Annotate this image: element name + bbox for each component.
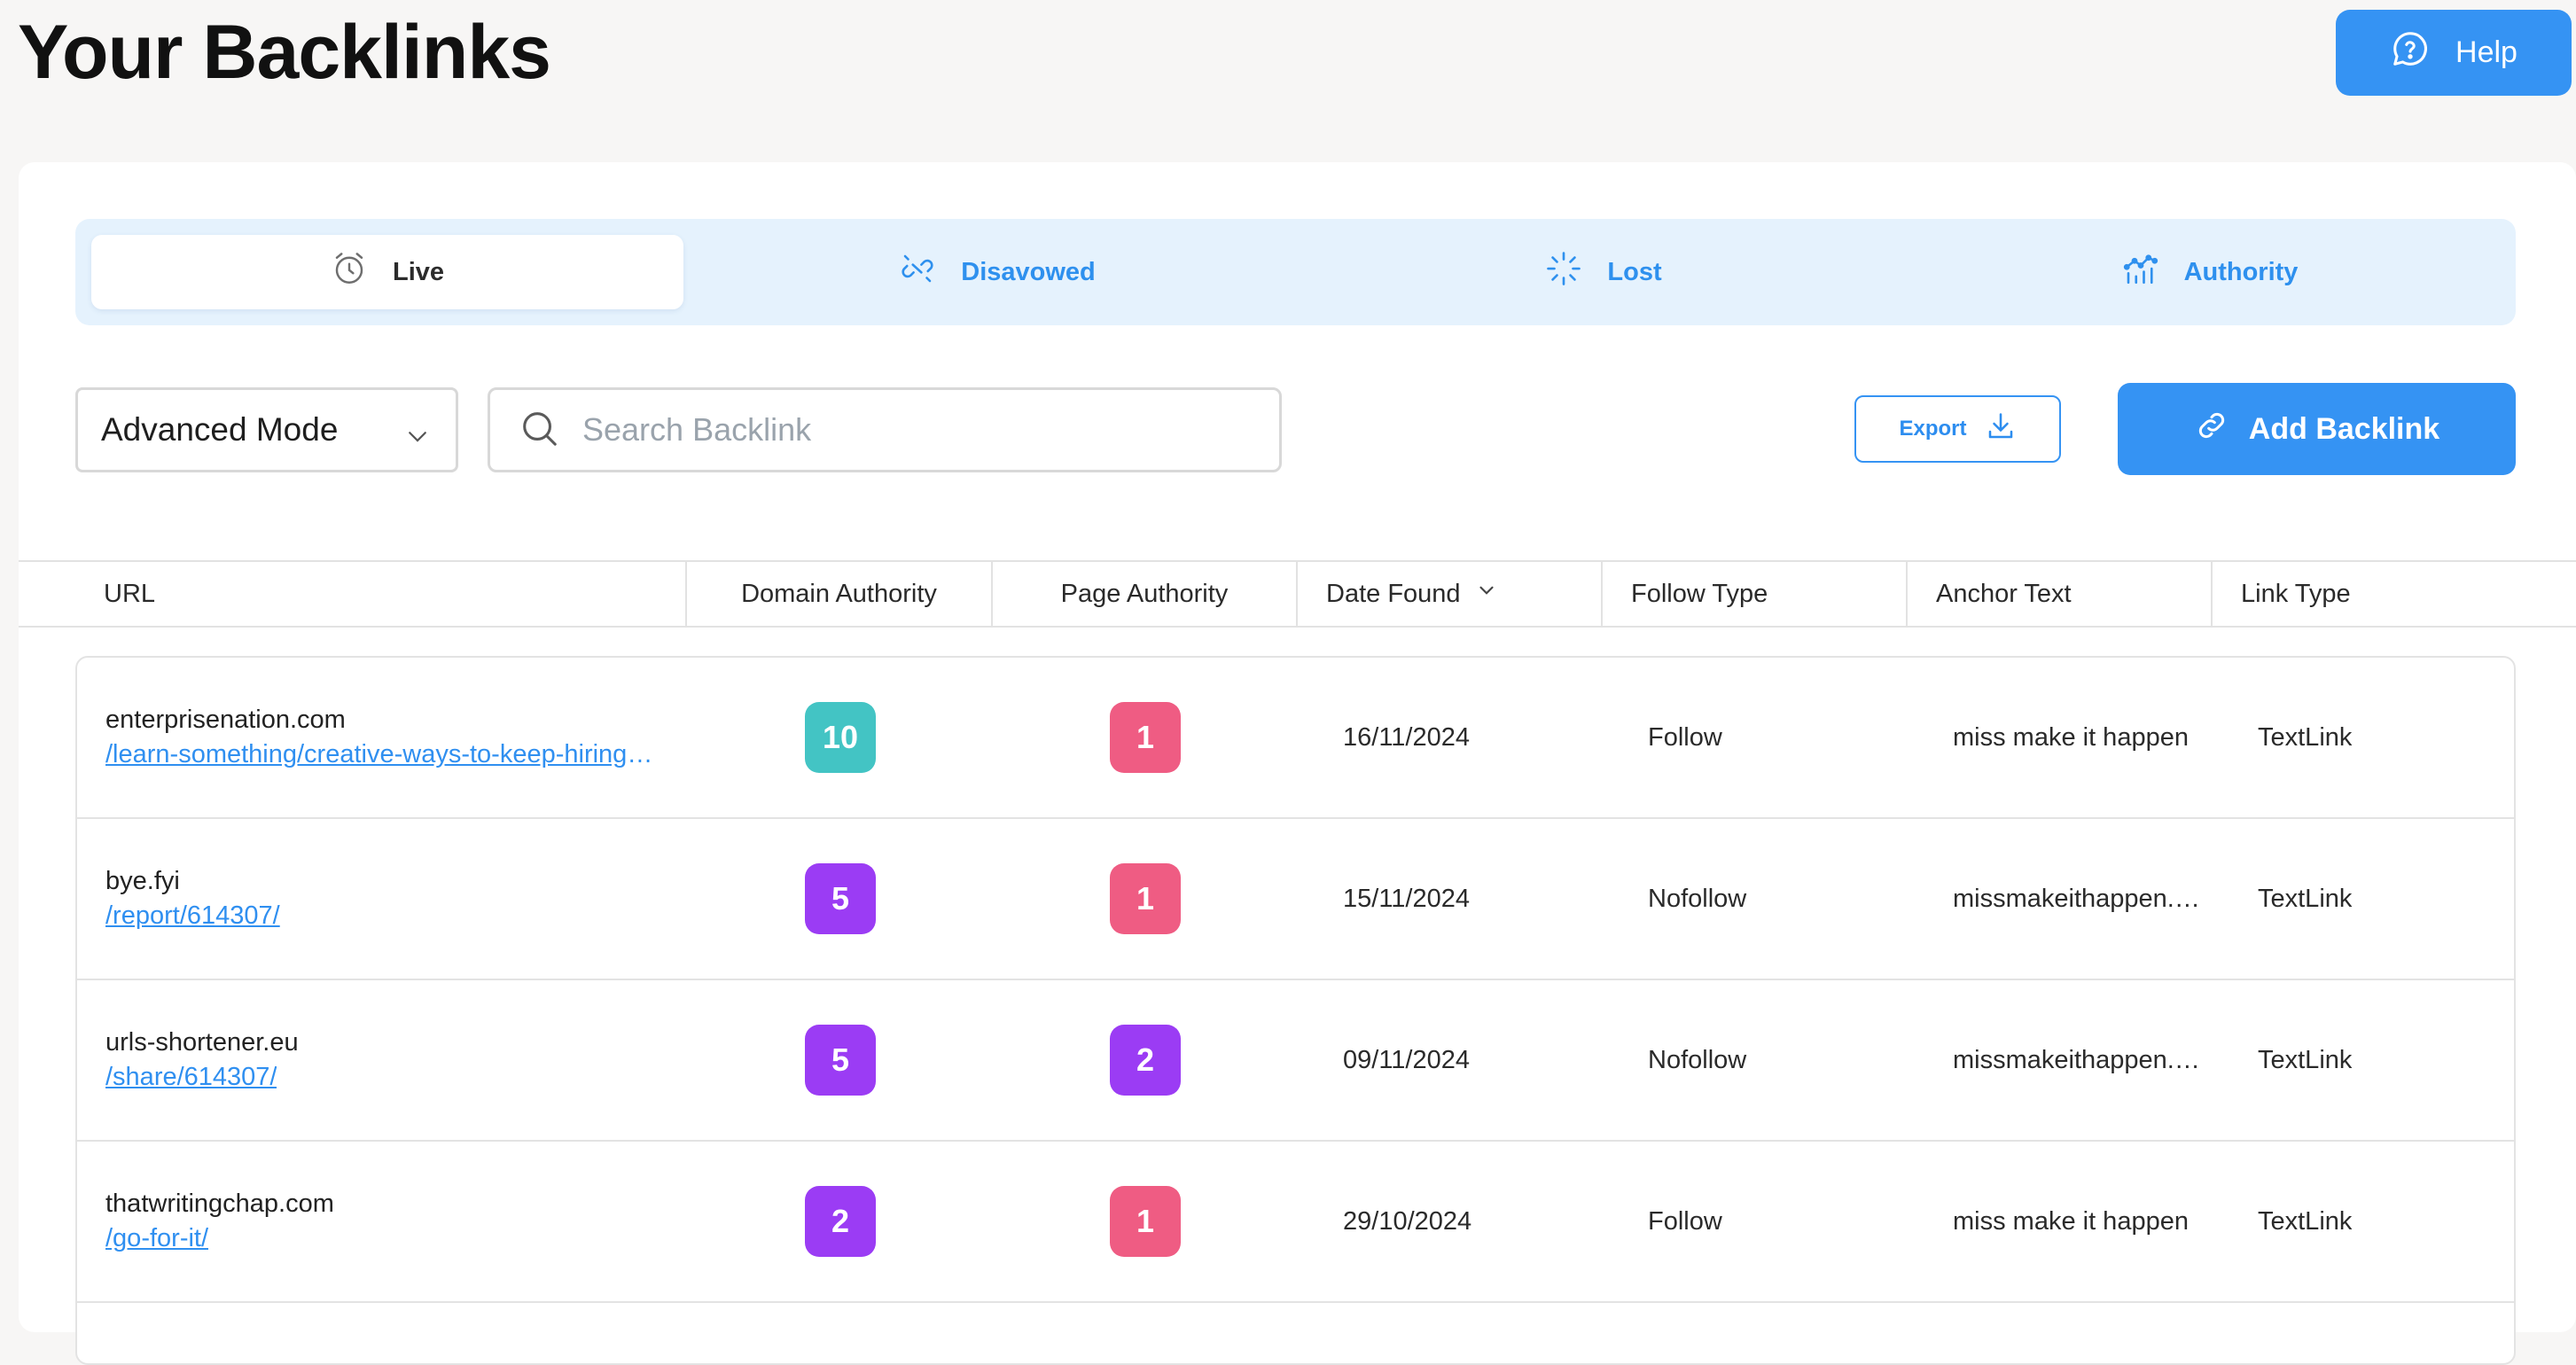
follow-type: Follow — [1648, 1206, 1722, 1236]
row-domain: urls-shortener.eu — [105, 1028, 299, 1057]
page-authority-cell: 1 — [1110, 658, 1181, 817]
column-header-follow-type[interactable]: Follow Type — [1601, 562, 1906, 626]
domain-authority-badge: 2 — [805, 1186, 876, 1257]
domain-authority-cell: 5 — [805, 819, 876, 979]
domain-authority-cell: 10 — [805, 658, 876, 817]
anchor-text-cell: missmakeithappen.com — [1953, 980, 2212, 1140]
date-found: 09/11/2024 — [1343, 1045, 1470, 1074]
anchor-text-cell: miss make it happen — [1953, 1142, 2189, 1301]
page-title: Your Backlinks — [18, 10, 551, 95]
anchor-text: miss make it happen — [1953, 1206, 2189, 1236]
column-header-date-found[interactable]: Date Found — [1296, 562, 1601, 626]
page-authority-cell: 2 — [1110, 980, 1181, 1140]
column-label: URL — [104, 579, 156, 608]
column-label: Page Authority — [1060, 579, 1229, 608]
url-cell: bye.fyi /report/614307/ — [105, 819, 673, 979]
search-input[interactable] — [582, 411, 1256, 448]
date-found: 29/10/2024 — [1343, 1206, 1472, 1236]
page-authority-badge: 1 — [1110, 863, 1181, 934]
table-row[interactable]: enterprisenation.com /learn-something/cr… — [77, 658, 2514, 819]
anchor-text-cell: miss make it happen — [1953, 658, 2189, 817]
page-authority-cell: 1 — [1110, 1142, 1181, 1301]
row-path-link[interactable]: /go-for-it/ — [105, 1224, 209, 1252]
column-label: Anchor Text — [1936, 579, 2072, 608]
backlinks-card: Live Disavowed Lost — [19, 162, 2576, 1365]
link-type: TextLink — [2258, 1045, 2353, 1074]
domain-authority-badge: 5 — [805, 1025, 876, 1096]
search-box[interactable] — [488, 387, 1282, 472]
help-button[interactable]: Help — [2336, 10, 2572, 96]
link-icon — [2194, 408, 2229, 451]
add-backlink-button[interactable]: Add Backlink — [2118, 383, 2516, 475]
anchor-text: missmakeithappen.com — [1953, 884, 2212, 913]
column-header-domain-authority[interactable]: Domain Authority — [685, 562, 991, 626]
page-authority-badge: 1 — [1110, 702, 1181, 773]
row-domain: enterprisenation.com — [105, 706, 346, 734]
anchor-text: miss make it happen — [1953, 722, 2189, 752]
trend-chart-icon — [2122, 250, 2159, 294]
mode-select[interactable]: Advanced Mode — [75, 387, 458, 472]
column-header-page-authority[interactable]: Page Authority — [991, 562, 1296, 626]
help-bubble-icon — [2390, 28, 2431, 77]
domain-authority-badge: 10 — [805, 702, 876, 773]
add-backlink-label: Add Backlink — [2248, 411, 2440, 446]
row-domain: bye.fyi — [105, 867, 180, 895]
date-found: 15/11/2024 — [1343, 884, 1470, 913]
loader-icon — [1545, 250, 1582, 294]
tab-lost[interactable]: Lost — [1308, 235, 1900, 309]
url-cell: urls-shortener.eu /share/614307/ — [105, 980, 673, 1140]
backlinks-table-body: enterprisenation.com /learn-something/cr… — [75, 656, 2516, 1365]
alarm-clock-icon — [331, 250, 368, 294]
page-authority-cell: 1 — [1110, 819, 1181, 979]
tab-label: Lost — [1607, 257, 1662, 286]
tab-live[interactable]: Live — [91, 235, 683, 309]
row-path-link[interactable]: /report/614307/ — [105, 901, 280, 930]
export-label: Export — [1899, 417, 1967, 441]
broken-link-icon — [899, 250, 936, 294]
page-authority-badge: 2 — [1110, 1025, 1181, 1096]
follow-type: Follow — [1648, 722, 1722, 752]
column-header-url[interactable]: URL — [19, 562, 685, 626]
url-cell: thatwritingchap.com /go-for-it/ — [105, 1142, 673, 1301]
mode-select-value: Advanced Mode — [101, 411, 339, 448]
tab-authority[interactable]: Authority — [1914, 235, 2506, 309]
tab-disavowed[interactable]: Disavowed — [701, 235, 1293, 309]
date-found: 16/11/2024 — [1343, 722, 1470, 752]
table-row[interactable]: thatwritingchap.com /go-for-it/ 2 1 29/1… — [77, 1142, 2514, 1303]
column-label: Date Found — [1326, 579, 1461, 608]
table-row[interactable]: bye.fyi /report/614307/ 5 1 15/11/2024 N… — [77, 819, 2514, 980]
url-cell: enterprisenation.com /learn-something/cr… — [105, 658, 673, 817]
page-authority-badge: 1 — [1110, 1186, 1181, 1257]
link-type: TextLink — [2258, 884, 2353, 913]
sort-chevron-icon — [1461, 579, 1498, 609]
tab-label: Live — [392, 257, 445, 286]
chevron-down-icon — [404, 420, 431, 447]
link-type: TextLink — [2258, 1206, 2353, 1236]
table-header: URL Domain Authority Page Authority Date… — [19, 560, 2576, 628]
column-header-anchor-text[interactable]: Anchor Text — [1906, 562, 2211, 626]
tab-label: Disavowed — [961, 257, 1096, 286]
follow-type: Nofollow — [1648, 884, 1747, 913]
follow-type: Nofollow — [1648, 1045, 1747, 1074]
column-label: Link Type — [2241, 579, 2351, 608]
domain-authority-cell: 5 — [805, 980, 876, 1140]
domain-authority-cell: 2 — [805, 1142, 876, 1301]
column-label: Domain Authority — [741, 579, 937, 608]
link-type: TextLink — [2258, 722, 2353, 752]
row-path-link[interactable]: /learn-something/creative-ways-to-keep-h… — [105, 740, 655, 768]
tab-label: Authority — [2183, 257, 2299, 286]
anchor-text-cell: missmakeithappen.com — [1953, 819, 2212, 979]
download-icon — [1985, 410, 2017, 448]
search-icon — [519, 408, 559, 453]
export-button[interactable]: Export — [1854, 395, 2061, 463]
row-domain: thatwritingchap.com — [105, 1190, 334, 1218]
anchor-text: missmakeithappen.com — [1953, 1045, 2212, 1074]
table-row[interactable]: urls-shortener.eu /share/614307/ 5 2 09/… — [77, 980, 2514, 1142]
domain-authority-badge: 5 — [805, 863, 876, 934]
column-label: Follow Type — [1631, 579, 1768, 608]
help-label: Help — [2455, 35, 2517, 69]
tab-bar: Live Disavowed Lost — [75, 219, 2516, 325]
column-header-link-type[interactable]: Link Type — [2211, 562, 2576, 626]
row-path-link[interactable]: /share/614307/ — [105, 1063, 277, 1091]
